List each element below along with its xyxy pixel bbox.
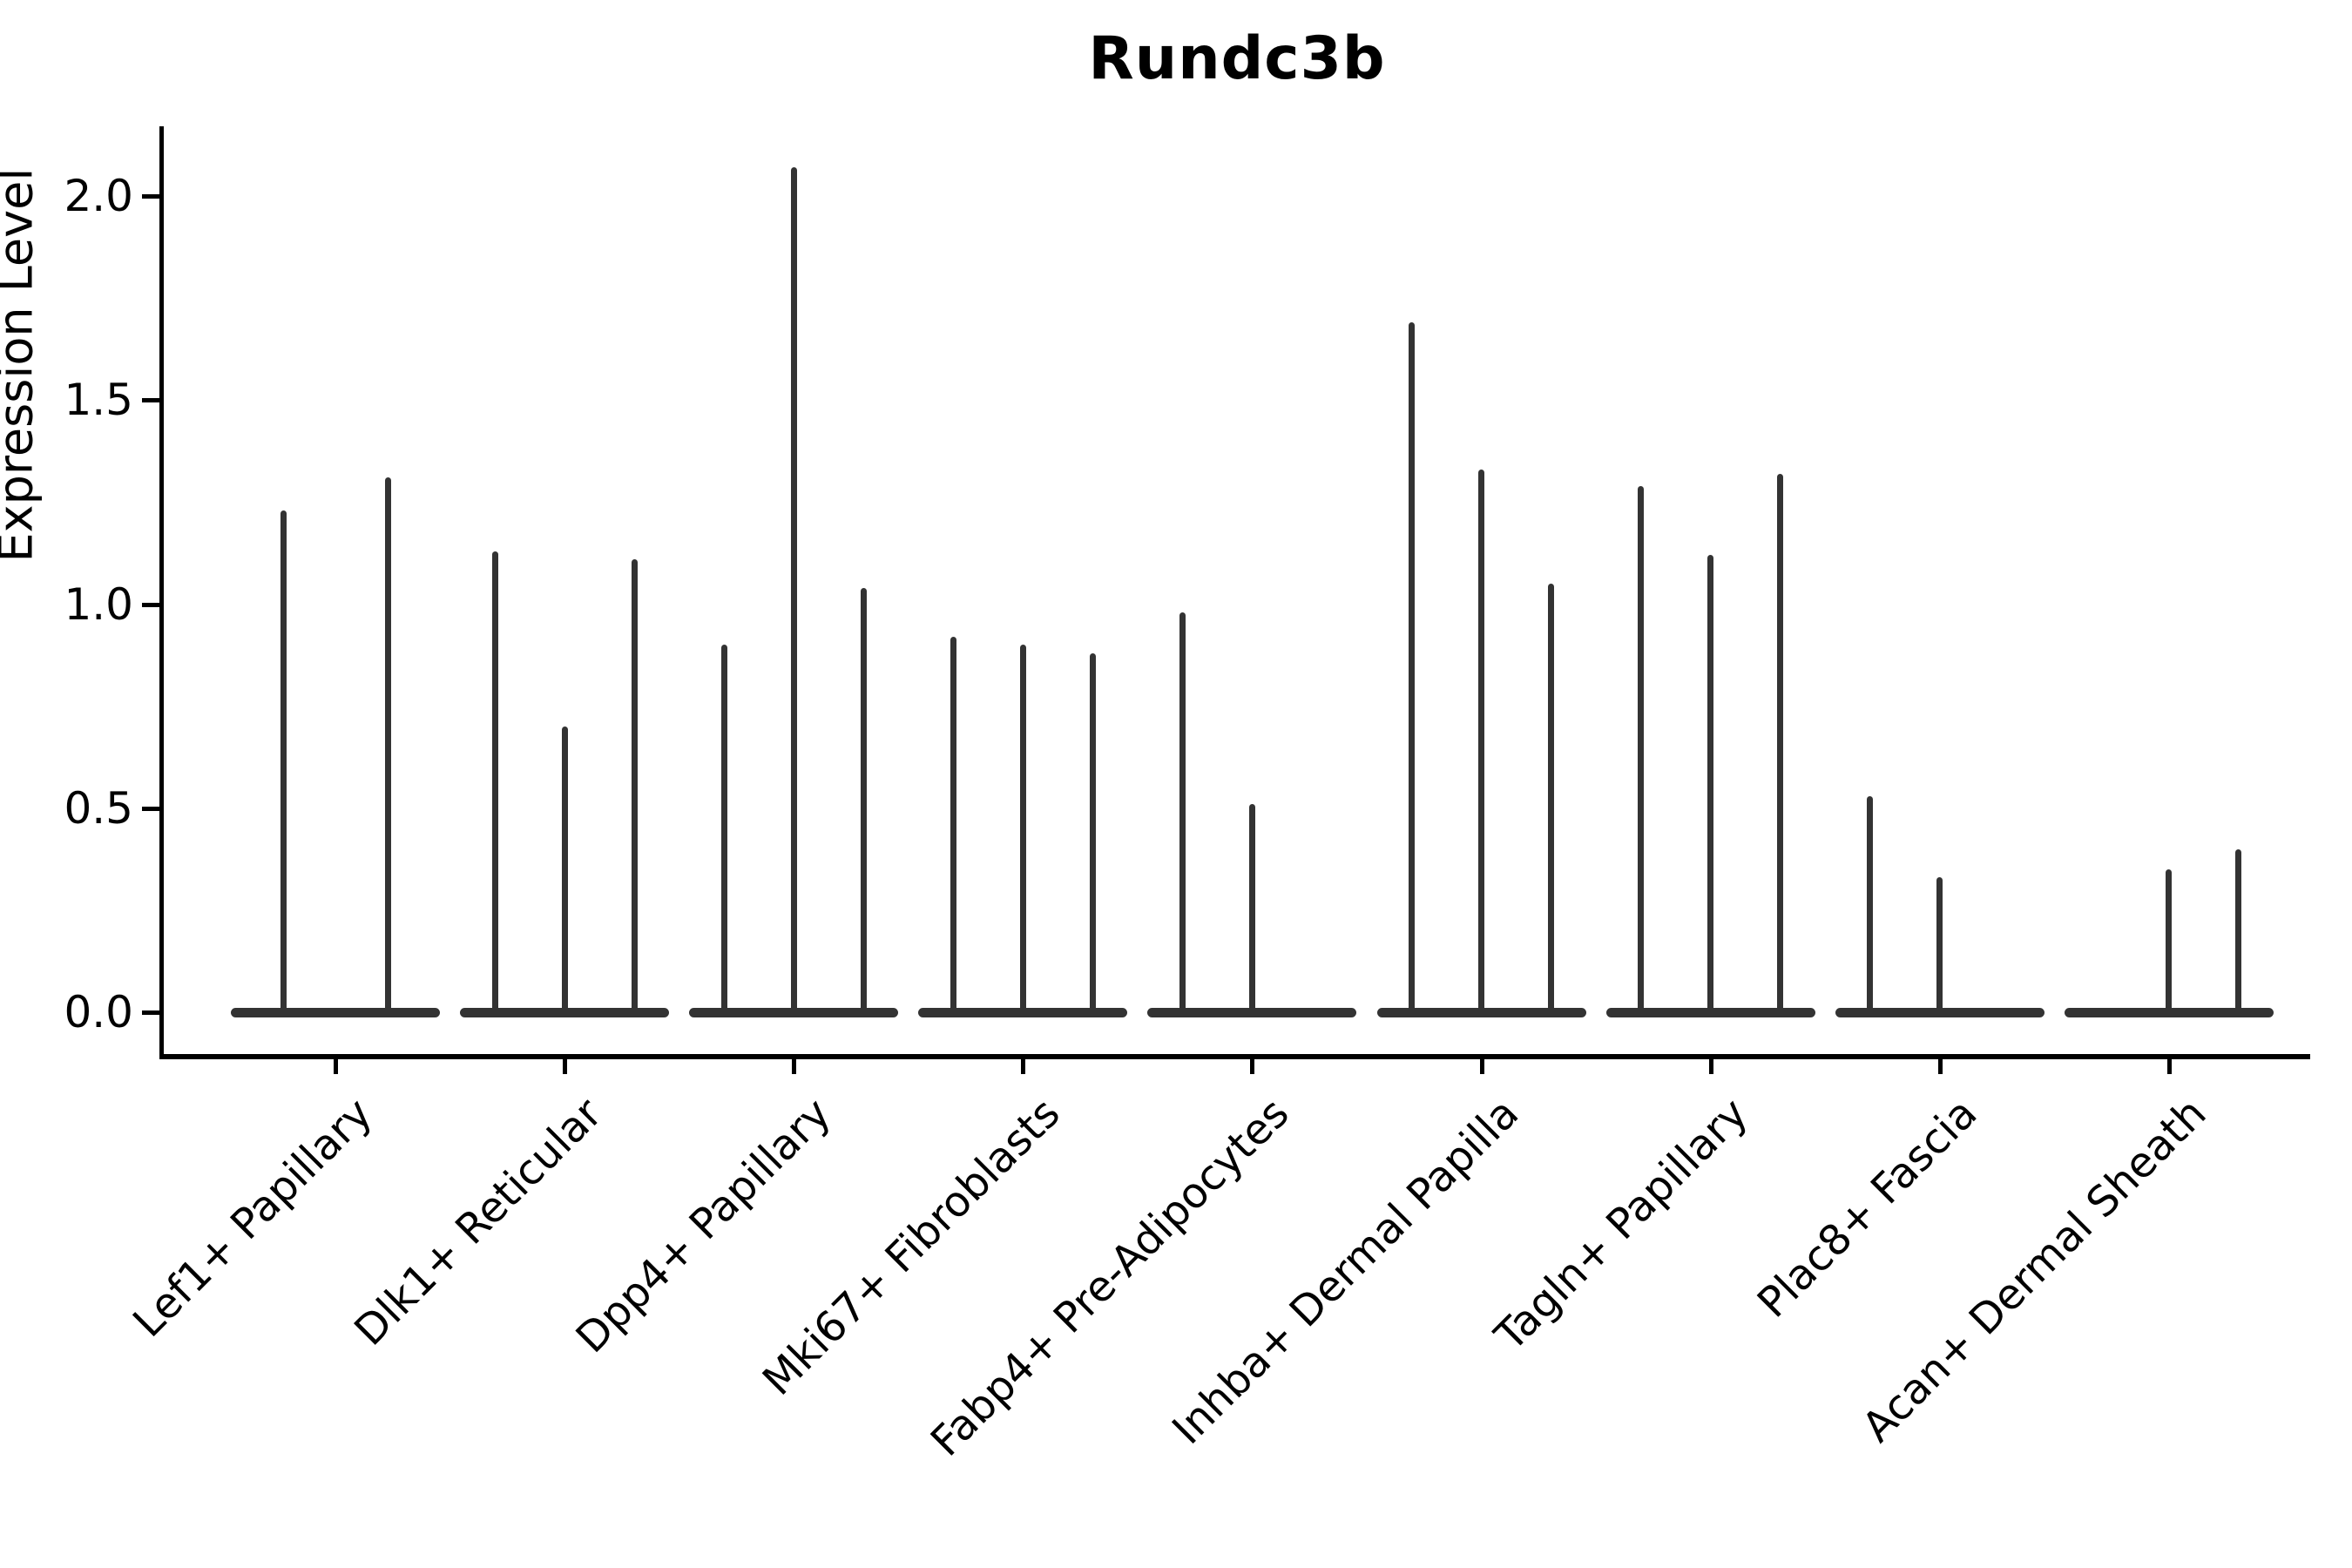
x-tick-mark <box>1021 1059 1026 1074</box>
violin-spike <box>720 645 727 1012</box>
violin-base <box>1147 1008 1357 1017</box>
y-axis-label: Expression Level <box>0 167 44 563</box>
violin-spike <box>1478 469 1484 1012</box>
violin-base <box>231 1008 440 1017</box>
y-tick-mark <box>142 602 159 607</box>
y-tick-mark <box>142 1010 159 1015</box>
x-tick-mark <box>792 1059 797 1074</box>
violin-spike <box>1936 877 1943 1012</box>
violin-base <box>2064 1008 2274 1017</box>
violin-spike <box>1638 485 1645 1012</box>
x-tick-label: Tagln+ Papillary <box>1485 1089 1758 1361</box>
chart-title: Rundc3b <box>1088 24 1386 93</box>
violin-spike <box>1248 804 1255 1012</box>
violin-spike <box>1777 473 1784 1012</box>
violin-spike <box>1548 584 1554 1012</box>
violin-spike <box>1089 652 1096 1012</box>
y-tick-mark <box>142 806 159 811</box>
x-tick-label: Plac8+ Fascia <box>1747 1089 1987 1328</box>
violin-base <box>460 1008 670 1017</box>
violin-spike <box>2235 848 2242 1012</box>
violin-spike <box>1867 795 1874 1012</box>
x-tick-mark <box>1250 1059 1255 1074</box>
violin-spike <box>1707 555 1714 1012</box>
y-tick-label: 0.0 <box>64 987 133 1037</box>
y-axis-spine <box>159 126 164 1059</box>
y-tick-mark <box>142 398 159 403</box>
y-tick-mark <box>142 194 159 199</box>
violin-base <box>689 1008 899 1017</box>
violin-base <box>1835 1008 2044 1017</box>
violin-spike <box>631 558 638 1012</box>
x-axis-spine <box>159 1054 2310 1059</box>
y-tick-label: 2.0 <box>64 171 133 221</box>
x-tick-mark <box>1479 1059 1484 1074</box>
violin-spike <box>1409 322 1415 1012</box>
violin-spike <box>1019 645 1026 1012</box>
violin-spike <box>860 587 867 1012</box>
y-tick-label: 1.5 <box>64 375 133 426</box>
x-tick-mark <box>1708 1059 1713 1074</box>
violin-base <box>1376 1008 1586 1017</box>
violin-spike <box>491 551 498 1012</box>
violin-spike <box>2166 869 2173 1012</box>
violin-spike <box>280 510 287 1012</box>
y-tick-label: 0.5 <box>64 782 133 834</box>
violin-spike <box>790 167 797 1012</box>
violin-spike <box>1179 612 1186 1012</box>
x-tick-label: Dlk1+ Reticular <box>345 1089 612 1355</box>
x-tick-mark <box>334 1059 338 1074</box>
y-tick-label: 1.0 <box>64 578 133 630</box>
x-tick-mark <box>2166 1059 2172 1074</box>
x-tick-label: Lef1+ Papillary <box>124 1089 382 1347</box>
violin-spike <box>950 636 956 1012</box>
x-tick-mark <box>563 1059 568 1074</box>
violin-base <box>1605 1008 1815 1017</box>
violin-spike <box>561 727 568 1012</box>
x-tick-mark <box>1937 1059 1943 1074</box>
x-tick-label: Dpp4+ Papillary <box>566 1089 841 1363</box>
violin-spike <box>384 477 391 1012</box>
violin-base <box>918 1008 1128 1017</box>
